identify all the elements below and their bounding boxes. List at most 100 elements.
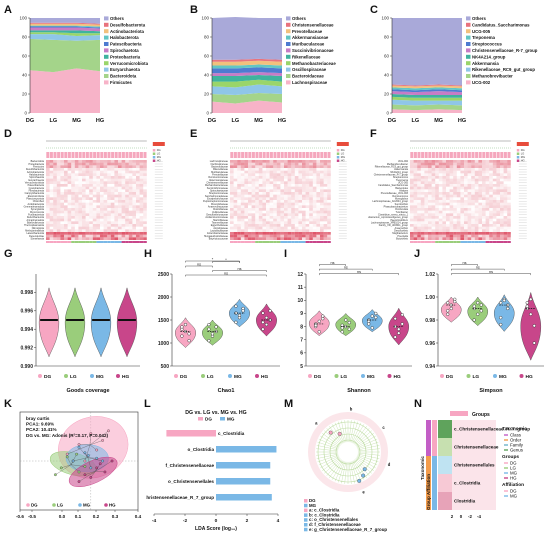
heatmap-cell — [428, 208, 432, 211]
heatmap-cell — [482, 216, 486, 219]
heatmap-cell — [492, 224, 497, 227]
centroid-spoke — [89, 430, 109, 446]
heatmap-cell — [132, 237, 136, 240]
top-bar — [64, 152, 68, 158]
heatmap-cell — [504, 213, 508, 216]
branch — [326, 459, 342, 476]
heatmap-cell — [489, 171, 493, 174]
violin-LG — [335, 313, 357, 337]
heatmap-legend-label: LG — [157, 152, 160, 156]
heatmap-cell — [233, 194, 238, 198]
heatmap-cell — [460, 202, 464, 206]
heatmap-row-label: Gemmatimonadota — [24, 205, 45, 208]
heatmap-cell — [507, 194, 511, 198]
heatmap-cell — [320, 162, 324, 166]
heatmap-cell — [309, 218, 313, 222]
heatmap-cell — [428, 216, 432, 219]
top-bar — [118, 152, 122, 158]
heatmap-cell — [420, 229, 425, 232]
data-point — [264, 316, 269, 320]
heatmap-cell — [233, 165, 238, 168]
heatmap-cell — [489, 189, 493, 192]
heatmap-cell — [262, 194, 266, 198]
heatmap-cell — [273, 237, 277, 240]
heatmap-cell — [53, 165, 57, 168]
heatmap-cell — [503, 200, 508, 203]
data-point — [241, 306, 245, 311]
area-series-0 — [30, 68, 100, 113]
top-bar — [67, 152, 71, 158]
heatmap-cell — [294, 221, 299, 224]
heatmap-cell — [49, 232, 54, 235]
heatmap-cell — [424, 170, 428, 174]
heatmap-cell — [438, 420, 452, 438]
heatmap-cell — [456, 224, 461, 227]
heatmap-cell — [118, 173, 122, 176]
heatmap-cell — [485, 192, 490, 195]
heatmap-cell — [92, 162, 97, 166]
heatmap-cell — [276, 176, 281, 179]
heatmap-cell — [255, 200, 259, 203]
heatmap-cell — [424, 232, 428, 235]
top-bar — [96, 152, 100, 158]
y-tick-label: 12 — [297, 272, 303, 278]
heatmap-cell — [478, 165, 482, 168]
heatmap-cell — [60, 194, 64, 198]
heatmap-cell — [125, 218, 129, 222]
heatmap-cell — [49, 197, 54, 200]
heatmap-cell — [237, 181, 241, 184]
lda-bar — [216, 462, 271, 469]
data-point — [476, 301, 480, 305]
heatmap-cell — [471, 202, 475, 206]
heatmap-cell — [128, 218, 133, 222]
scatter-point-DG — [83, 459, 87, 463]
heatmap-cell — [474, 192, 479, 195]
heatmap-cell — [92, 168, 97, 171]
group-color-strip — [478, 241, 482, 243]
significance-label: * — [212, 258, 214, 261]
heatmap-cell — [85, 173, 90, 176]
heatmap-cell — [410, 165, 414, 168]
heatmap-cell — [287, 200, 292, 203]
heatmap-cell — [103, 184, 108, 187]
heatmap-cell — [276, 232, 281, 235]
heatmap-cell — [270, 187, 274, 190]
heatmap-row-label: Sumerlaeota — [30, 237, 44, 240]
group-color-strip — [320, 241, 324, 243]
heatmap-row-label: Campylobacterota — [25, 192, 45, 195]
heatmap-cell — [306, 211, 310, 214]
top-bar — [295, 152, 299, 158]
heatmap-cell — [323, 189, 328, 192]
data-point — [393, 335, 397, 339]
heatmap-cell — [305, 234, 310, 238]
heatmap-cell — [309, 165, 313, 168]
heatmap-cell — [417, 229, 421, 232]
heatmap-cell — [420, 162, 425, 166]
heatmap-cell — [316, 234, 320, 238]
heatmap-cell — [485, 226, 490, 230]
heatmap-cell — [60, 218, 64, 222]
heatmap-cell — [244, 189, 248, 192]
heatmap-cell — [456, 226, 461, 230]
group-color-strip — [121, 241, 126, 243]
heatmap-cell — [78, 224, 82, 227]
heatmap-cell — [78, 229, 82, 232]
heatmap-cell — [64, 181, 68, 184]
x-tick-label: HG — [278, 118, 286, 124]
heatmap-cell — [74, 176, 79, 179]
heatmap-cell — [53, 237, 57, 240]
heatmap-cell — [46, 202, 50, 206]
x-tick-label: 0.1 — [75, 514, 82, 519]
data-point — [479, 309, 483, 313]
heatmap-cell — [100, 237, 104, 240]
heatmap-cell — [132, 216, 136, 219]
centroid-spoke — [87, 457, 103, 462]
heatmap-cell — [298, 192, 302, 195]
heatmap-cell — [269, 216, 274, 219]
heatmap-cell — [266, 229, 270, 232]
heatmap-cell — [442, 192, 446, 195]
heatmap-cell — [323, 170, 328, 174]
heatmap-cell — [136, 165, 140, 168]
heatmap-cell — [424, 200, 428, 203]
